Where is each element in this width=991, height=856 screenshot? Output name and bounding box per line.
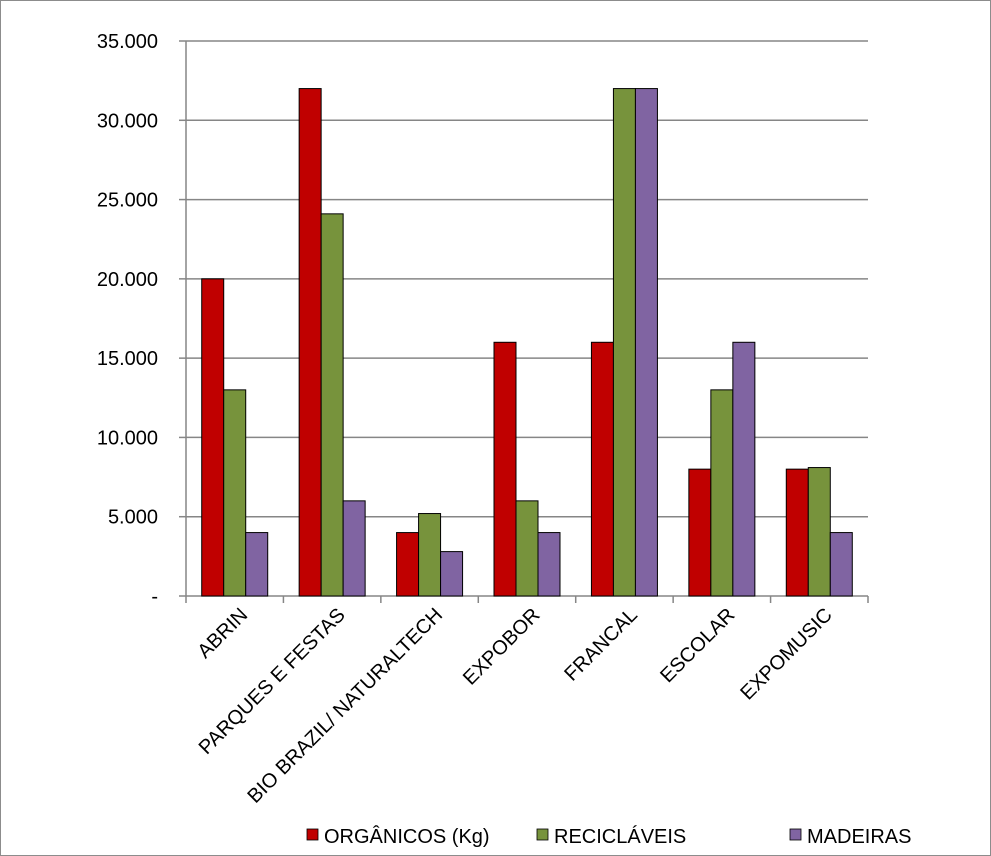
x-tick-label: ESCOLAR <box>656 604 739 687</box>
bar <box>785 468 809 597</box>
bar <box>515 500 539 597</box>
bar <box>612 88 636 597</box>
bar <box>634 88 658 597</box>
bar <box>396 532 420 597</box>
y-tick-label: 35.000 <box>97 31 158 53</box>
y-tick-label: 5.000 <box>108 507 158 529</box>
y-tick-label: 20.000 <box>97 269 158 291</box>
gridlines <box>186 40 868 518</box>
bar <box>418 513 442 597</box>
y-tick-label: 10.000 <box>97 427 158 449</box>
legend: ORGÂNICOS (Kg) RECICLÁVEIS MADEIRAS <box>306 825 911 848</box>
legend-label: RECICLÁVEIS <box>554 825 686 848</box>
bar <box>537 532 561 597</box>
x-tick-label: EXPOBOR <box>459 604 545 690</box>
bar <box>688 468 712 597</box>
y-tick-label: 15.000 <box>97 348 158 370</box>
y-tick-labels: - 5.000 10.000 15.000 20.000 25.000 30.000 35.0… <box>97 31 158 608</box>
legend-label: MADEIRAS <box>807 826 911 848</box>
bar <box>223 389 247 597</box>
x-tick-label: FRANCAL <box>560 604 642 686</box>
x-tick-label: ABRIN <box>193 604 252 663</box>
bar <box>201 278 225 597</box>
bar <box>829 532 853 597</box>
bars <box>201 88 853 597</box>
bar <box>732 341 756 597</box>
legend-swatch <box>306 828 319 841</box>
bar <box>590 341 614 597</box>
bar <box>298 88 322 597</box>
bar <box>342 500 366 597</box>
legend-swatch <box>536 828 549 841</box>
x-tick-label: BIO BRAZIL/ NATURALTECH <box>243 604 447 808</box>
bar <box>320 213 344 597</box>
bar <box>710 389 734 597</box>
y-tick-label: 25.000 <box>97 190 158 212</box>
legend-swatch <box>789 828 802 841</box>
bar <box>807 467 831 597</box>
bar <box>440 551 464 597</box>
x-tick-label: EXPOMUSIC <box>736 604 836 704</box>
bar <box>493 341 517 597</box>
legend-label: ORGÂNICOS (Kg) <box>324 825 490 848</box>
y-tick-label: - <box>151 586 158 608</box>
y-tick-label: 30.000 <box>97 110 158 132</box>
bar <box>245 532 269 597</box>
